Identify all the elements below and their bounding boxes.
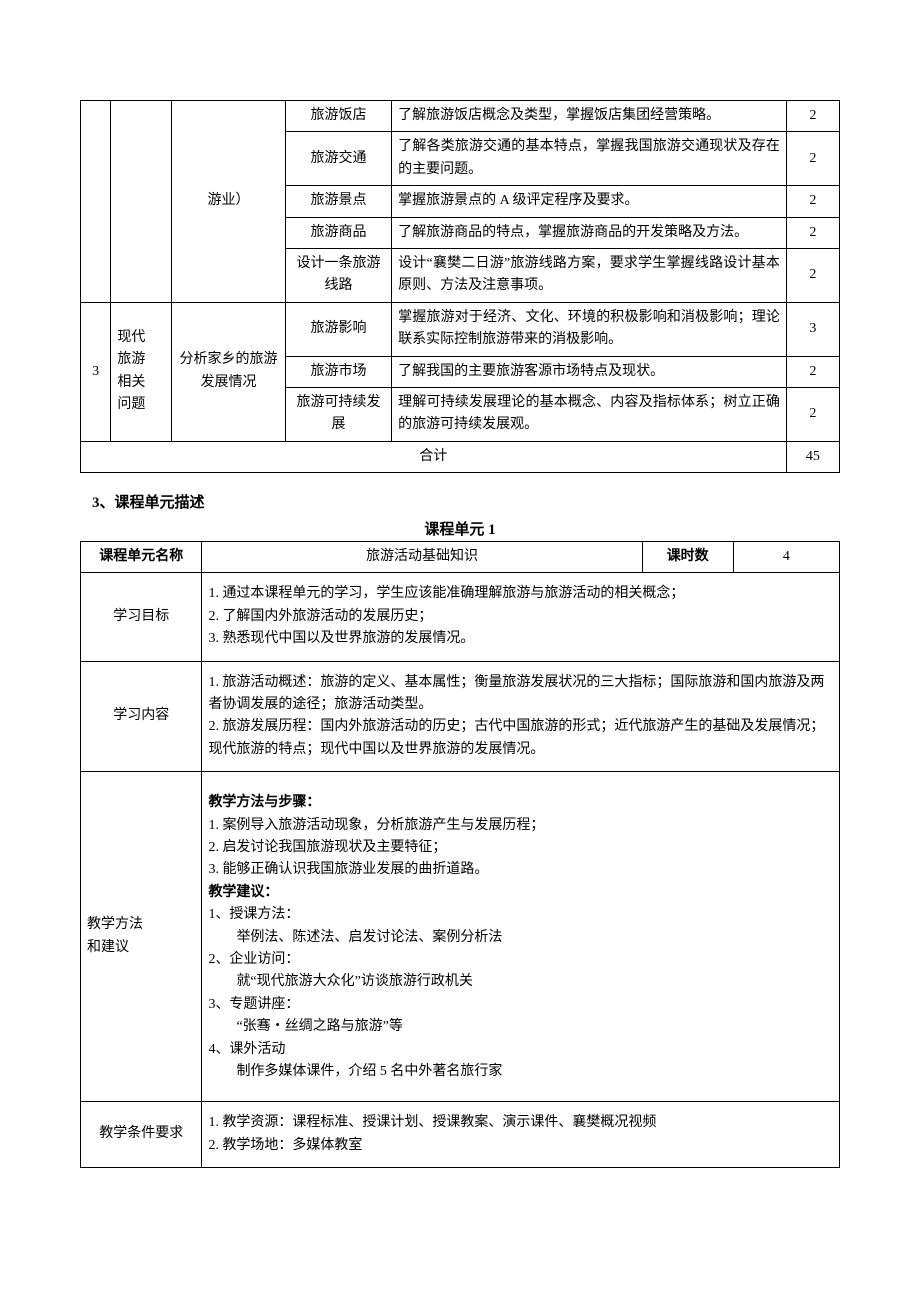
cell-hours: 2 <box>786 186 839 217</box>
cell-topic: 旅游可持续发展 <box>285 387 391 441</box>
cell-topic: 旅游交通 <box>285 132 391 186</box>
unit-caption: 课程单元 1 <box>80 518 840 539</box>
cell-topic: 旅游商品 <box>285 217 391 248</box>
table-row: 教学方法 和建议 教学方法与步骤：1. 案例导入旅游活动现象，分析旅游产生与发展… <box>81 772 840 1102</box>
cell-total-hours: 45 <box>786 441 839 472</box>
unit-name-label: 课程单元名称 <box>81 542 202 573</box>
cell-desc: 掌握旅游对于经济、文化、环境的积极影响和消极影响；理论联系实际控制旅游带来的消极… <box>392 302 787 356</box>
cell-module-empty <box>111 101 172 303</box>
cell-desc: 理解可持续发展理论的基本概念、内容及指标体系；树立正确的旅游可持续发展观。 <box>392 387 787 441</box>
cell-hours: 2 <box>786 132 839 186</box>
table-row: 学习内容 1. 旅游活动概述：旅游的定义、基本属性；衡量旅游发展状况的三大指标；… <box>81 661 840 772</box>
cell-hours: 2 <box>786 217 839 248</box>
row-content: 1. 旅游活动概述：旅游的定义、基本属性；衡量旅游发展状况的三大指标；国际旅游和… <box>202 661 840 772</box>
cell-module: 现代 旅游 相关 问题 <box>111 302 172 441</box>
row-label: 教学条件要求 <box>81 1102 202 1168</box>
cell-hours: 2 <box>786 356 839 387</box>
cell-topic: 旅游市场 <box>285 356 391 387</box>
cell-hours: 2 <box>786 248 839 302</box>
course-outline-table: 游业） 旅游饭店 了解旅游饭店概念及类型，掌握饭店集团经营策略。 2 旅游交通 … <box>80 100 840 473</box>
cell-seq-empty <box>81 101 111 303</box>
course-unit-table: 课程单元名称 旅游活动基础知识 课时数 4 学习目标 1. 通过本课程单元的学习… <box>80 541 840 1168</box>
cell-desc: 设计“襄樊二日游”旅游线路方案，要求学生掌握线路设计基本原则、方法及注意事项。 <box>392 248 787 302</box>
cell-task-continued: 游业） <box>172 101 286 303</box>
cell-topic: 设计一条旅游线路 <box>285 248 391 302</box>
cell-topic: 旅游影响 <box>285 302 391 356</box>
cell-topic: 旅游饭店 <box>285 101 391 132</box>
table-row: 学习目标 1. 通过本课程单元的学习，学生应该能准确理解旅游与旅游活动的相关概念… <box>81 573 840 661</box>
cell-hours: 2 <box>786 387 839 441</box>
page-container: 游业） 旅游饭店 了解旅游饭店概念及类型，掌握饭店集团经营策略。 2 旅游交通 … <box>0 0 920 1228</box>
section-heading-3: 3、课程单元描述 <box>92 491 840 512</box>
unit-hours-label: 课时数 <box>642 542 733 573</box>
cell-hours: 3 <box>786 302 839 356</box>
table-row: 游业） 旅游饭店 了解旅游饭店概念及类型，掌握饭店集团经营策略。 2 <box>81 101 840 132</box>
cell-desc: 了解旅游商品的特点，掌握旅游商品的开发策略及方法。 <box>392 217 787 248</box>
cell-desc: 了解各类旅游交通的基本特点，掌握我国旅游交通现状及存在的主要问题。 <box>392 132 787 186</box>
row-label: 教学方法 和建议 <box>81 772 202 1102</box>
row-label: 学习内容 <box>81 661 202 772</box>
row-content: 1. 通过本课程单元的学习，学生应该能准确理解旅游与旅游活动的相关概念； 2. … <box>202 573 840 661</box>
table-total-row: 合计 45 <box>81 441 840 472</box>
cell-desc: 了解旅游饭店概念及类型，掌握饭店集团经营策略。 <box>392 101 787 132</box>
cell-topic: 旅游景点 <box>285 186 391 217</box>
cell-desc: 了解我国的主要旅游客源市场特点及现状。 <box>392 356 787 387</box>
cell-task: 分析家乡的旅游发展情况 <box>172 302 286 441</box>
unit-name-value: 旅游活动基础知识 <box>202 542 642 573</box>
unit-hours-value: 4 <box>733 542 839 573</box>
row-content: 1. 教学资源：课程标准、授课计划、授课教案、演示课件、襄樊概况视频 2. 教学… <box>202 1102 840 1168</box>
row-label: 学习目标 <box>81 573 202 661</box>
teaching-method-cell: 教学方法与步骤：1. 案例导入旅游活动现象，分析旅游产生与发展历程；2. 启发讨… <box>202 772 840 1102</box>
cell-total-label: 合计 <box>81 441 787 472</box>
cell-desc: 掌握旅游景点的 A 级评定程序及要求。 <box>392 186 787 217</box>
unit-header-row: 课程单元名称 旅游活动基础知识 课时数 4 <box>81 542 840 573</box>
cell-hours: 2 <box>786 101 839 132</box>
cell-seq: 3 <box>81 302 111 441</box>
table-row: 教学条件要求 1. 教学资源：课程标准、授课计划、授课教案、演示课件、襄樊概况视… <box>81 1102 840 1168</box>
table-row: 3 现代 旅游 相关 问题 分析家乡的旅游发展情况 旅游影响 掌握旅游对于经济、… <box>81 302 840 356</box>
